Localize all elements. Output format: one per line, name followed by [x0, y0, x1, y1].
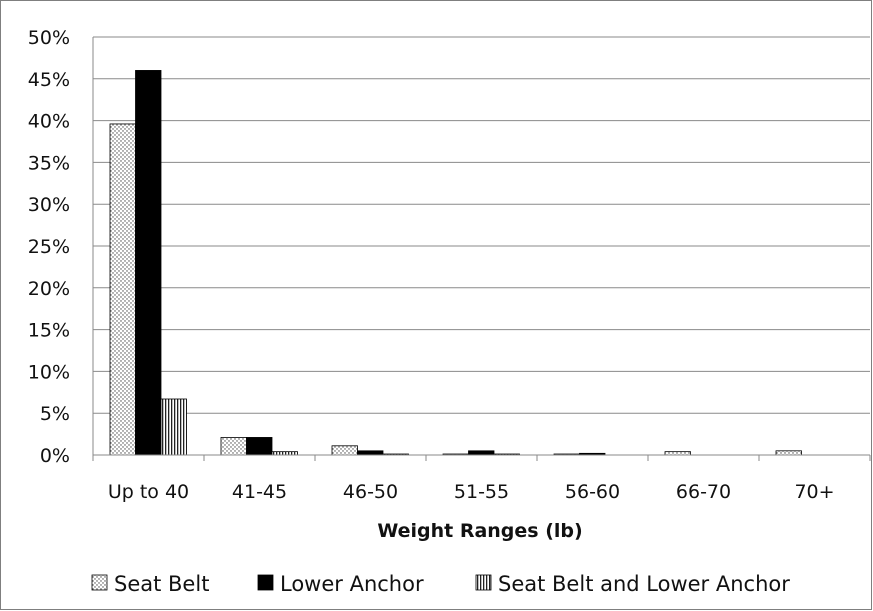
y-tick-label: 20% [28, 278, 70, 300]
bar-seat-belt [775, 450, 802, 456]
x-tick-label: 66-70 [676, 481, 731, 503]
bar-seat-belt [331, 445, 358, 456]
bar-lower-anchor [468, 450, 495, 456]
bar-seat-belt-and-lower-anchor [271, 451, 298, 456]
y-tick-label: 0% [40, 445, 70, 467]
y-tick-label: 40% [28, 111, 70, 133]
y-tick-label: 15% [28, 320, 70, 342]
bar-lower-anchor [246, 437, 273, 456]
bar-seat-belt [664, 451, 691, 456]
x-axis: Up to 40 41-45 46-50 51-55 56-60 66-70 70+ [92, 454, 871, 503]
bar-seat-belt-and-lower-anchor [160, 398, 187, 456]
y-tick-label: 45% [28, 69, 70, 91]
bar-seat-belt [220, 437, 247, 456]
x-tick-label: 56-60 [565, 481, 620, 503]
y-axis-ticks: 0% 5% 10% 15% 20% 25% 30% 35% 40% 45% 50% [28, 27, 70, 467]
legend-item-seat-belt-and-lower-anchor: Seat Belt and Lower Anchor [475, 572, 790, 596]
x-tick-label: 51-55 [454, 481, 509, 503]
bar-lower-anchor [135, 70, 162, 456]
legend-label: Seat Belt and Lower Anchor [498, 572, 790, 596]
legend-item-seat-belt: Seat Belt [91, 572, 209, 596]
x-tick-label: 70+ [794, 481, 834, 503]
legend-item-lower-anchor: Lower Anchor [257, 572, 424, 596]
legend-label: Lower Anchor [280, 572, 424, 596]
x-tick-label: 46-50 [343, 481, 398, 503]
y-tick-label: 50% [28, 27, 70, 49]
y-tick-label: 35% [28, 152, 70, 174]
legend-swatch [475, 574, 492, 591]
legend-swatch [257, 574, 274, 591]
legend: Seat Belt Lower Anchor Seat Belt and Lower… [91, 572, 790, 596]
bar-lower-anchor [357, 450, 384, 456]
y-tick-label: 10% [28, 361, 70, 383]
legend-swatch [91, 574, 108, 591]
x-axis-title: Weight Ranges (lb) [377, 520, 582, 542]
bar-seat-belt [109, 123, 136, 456]
y-tick-label: 30% [28, 194, 70, 216]
y-tick-label: 25% [28, 236, 70, 258]
y-tick-label: 5% [40, 403, 70, 425]
x-tick-label: 41-45 [232, 481, 287, 503]
legend-label: Seat Belt [114, 572, 209, 596]
gridlines [92, 36, 870, 455]
x-tick-label: Up to 40 [108, 481, 189, 503]
